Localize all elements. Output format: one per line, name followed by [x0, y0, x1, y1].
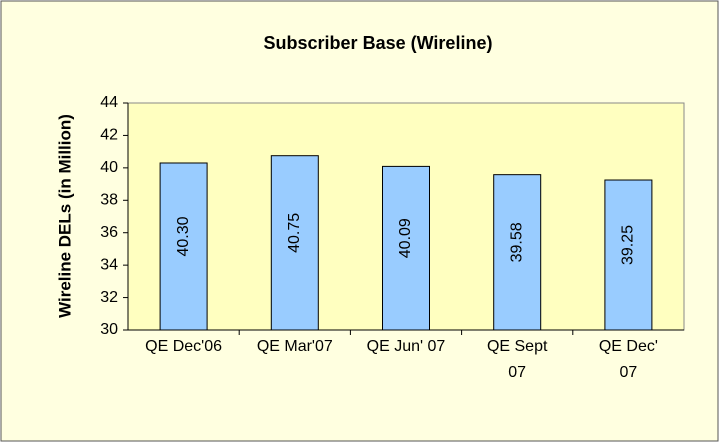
- data-label: 40.75: [286, 213, 303, 253]
- x-tick-label: QE Dec' 07: [598, 338, 658, 381]
- y-tick-label: 36: [100, 224, 118, 241]
- bar: [382, 165, 430, 331]
- y-tick-label: 42: [100, 127, 118, 144]
- data-label: 39.58: [508, 222, 525, 262]
- bar: [270, 155, 319, 331]
- bar: [604, 179, 653, 331]
- bar: [493, 174, 542, 331]
- data-label: 40.09: [397, 218, 414, 258]
- y-tick-label: 30: [100, 321, 118, 338]
- y-tick-label: 34: [100, 256, 118, 273]
- y-tick-label: 32: [100, 289, 118, 306]
- data-label: 39.25: [620, 225, 637, 265]
- chart-title: Subscriber Base (Wireline): [264, 33, 493, 53]
- y-tick-label: 38: [100, 192, 118, 209]
- x-tick-label: QE Jun' 07: [366, 338, 446, 355]
- y-tick-label: 44: [100, 94, 118, 111]
- data-label: 40.30: [175, 216, 192, 256]
- y-tick-label: 40: [100, 159, 118, 176]
- y-axis-label: Wireline DELs (in Million): [55, 114, 74, 318]
- x-tick-label: QE Mar'07: [256, 338, 333, 355]
- x-tick-label: QE Dec'06: [145, 338, 223, 355]
- bar: [159, 162, 208, 331]
- x-tick-label: QE Sept 07: [486, 338, 548, 381]
